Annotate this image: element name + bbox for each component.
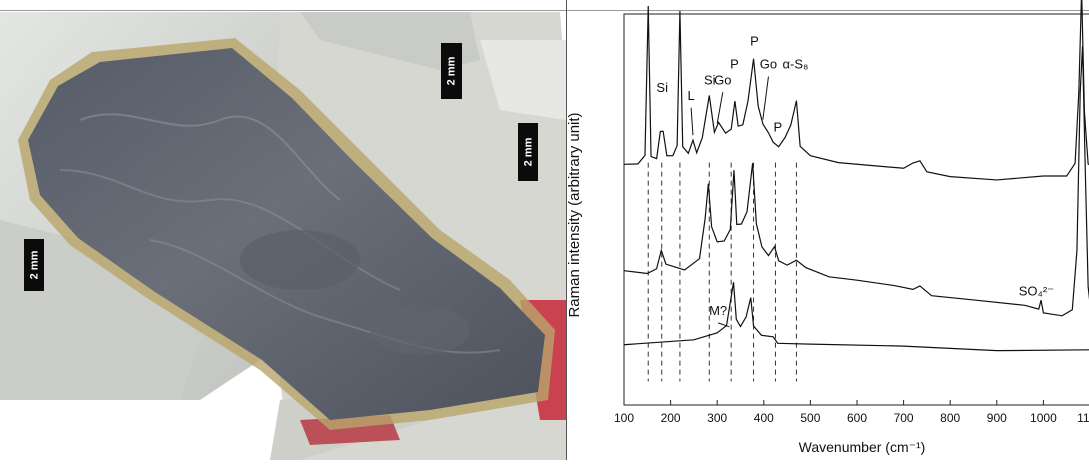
peak-label: Si [704, 72, 716, 87]
peak-arrow [717, 322, 730, 328]
peak-label: Go [714, 72, 731, 87]
peak-arrow [690, 107, 694, 136]
peak-arrow [716, 92, 724, 124]
peak-label: P [773, 119, 782, 134]
x-tick-label: 1000 [1030, 411, 1057, 425]
peak-label: SO₄²⁻ [1019, 284, 1054, 299]
peak-label: L [687, 88, 694, 103]
top-rule [0, 10, 1089, 11]
x-tick-label: 700 [894, 411, 914, 425]
x-axis-ticks: 100 200 300 400 500 600 700 800 900 1000 1100 [614, 400, 1089, 425]
x-tick-label: 600 [847, 411, 867, 425]
peak-guide-lines [647, 162, 797, 382]
peak-label: M? [709, 303, 727, 318]
plot-frame [623, 13, 1089, 406]
sample-photo-image [0, 12, 566, 460]
peak-arrow [762, 76, 769, 120]
x-tick-label: 300 [707, 411, 727, 425]
panel-divider [566, 0, 567, 460]
x-tick-label: 900 [987, 411, 1007, 425]
peak-label: P [730, 57, 739, 72]
scale-bar-right: 2 mm [518, 123, 538, 181]
x-tick-label: 1100 [1077, 411, 1089, 425]
x-tick-label: 800 [940, 411, 960, 425]
spectrum-line-2 [623, 46, 1089, 317]
x-tick-label: 400 [754, 411, 774, 425]
spectrum-line-1 [623, 0, 1089, 181]
spectrum-line-3 [623, 282, 1089, 352]
y-axis-label: Raman intensity (arbitrary unit) [567, 112, 583, 317]
x-tick-label: 500 [800, 411, 820, 425]
x-tick-label: 100 [614, 411, 634, 425]
x-axis-label: Wavenumber (cm⁻¹) [799, 439, 926, 455]
spectra [623, 0, 1089, 352]
peak-label: Si [656, 80, 668, 95]
peak-label: α-S₈ [783, 57, 809, 72]
scale-bar-top: 2 mm [441, 43, 462, 99]
peak-label: P [750, 33, 759, 48]
sample-photo: 2 mm 2 mm 2 mm [0, 12, 566, 460]
scale-bar-left: 2 mm [24, 239, 44, 291]
peak-label: Go [760, 57, 777, 72]
x-tick-label: 200 [661, 411, 681, 425]
